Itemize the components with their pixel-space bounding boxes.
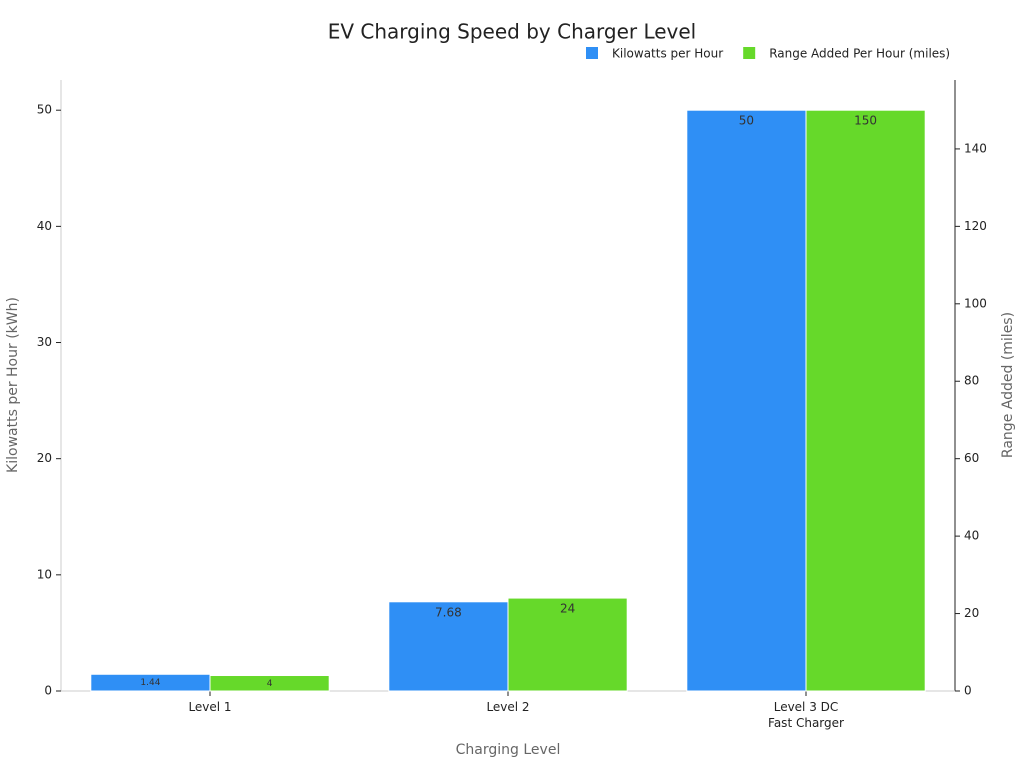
- x-tick-label: Level 3 DC Fast Charger: [768, 700, 844, 730]
- value-label: 4: [267, 679, 273, 689]
- value-label: 1.44: [140, 678, 160, 688]
- legend-swatch: [586, 47, 598, 59]
- x-tick-label: Level 1: [188, 700, 232, 714]
- value-label: 150: [854, 114, 877, 128]
- legend-label: Range Added Per Hour (miles): [769, 47, 950, 61]
- y2-axis-label: Range Added (miles): [1000, 312, 1016, 458]
- value-label: 50: [739, 114, 754, 128]
- y-tick-label: 30: [37, 335, 52, 349]
- y-axis-label: Kilowatts per Hour (kWh): [5, 297, 21, 473]
- y2-tick-label: 100: [964, 296, 987, 310]
- bar: [686, 109, 807, 692]
- bar: [507, 597, 628, 692]
- y2-tick-label: 120: [964, 219, 987, 233]
- y2-tick-label: 40: [964, 529, 979, 543]
- y-tick-label: 20: [37, 451, 52, 465]
- legend-label: Kilowatts per Hour: [612, 47, 723, 61]
- y2-tick-label: 140: [964, 141, 987, 155]
- value-label: 7.68: [435, 605, 462, 619]
- y2-tick-label: 20: [964, 606, 979, 620]
- y2-tick-label: 60: [964, 451, 979, 465]
- y-tick-label: 10: [37, 567, 52, 581]
- y-tick-label: 50: [37, 103, 52, 117]
- legend-swatch: [743, 47, 756, 59]
- y-tick-label: 40: [37, 219, 52, 233]
- x-tick-label: Level 2: [486, 700, 530, 714]
- y2-tick-label: 80: [964, 374, 979, 388]
- bar: [388, 601, 509, 692]
- bar: [209, 675, 330, 692]
- chart-title: EV Charging Speed by Charger Level: [328, 20, 697, 44]
- x-axis-label: Charging Level: [456, 742, 561, 758]
- bar: [805, 109, 926, 692]
- y2-tick-label: 0: [964, 684, 972, 698]
- y-tick-label: 0: [44, 684, 52, 698]
- value-label: 24: [560, 602, 575, 616]
